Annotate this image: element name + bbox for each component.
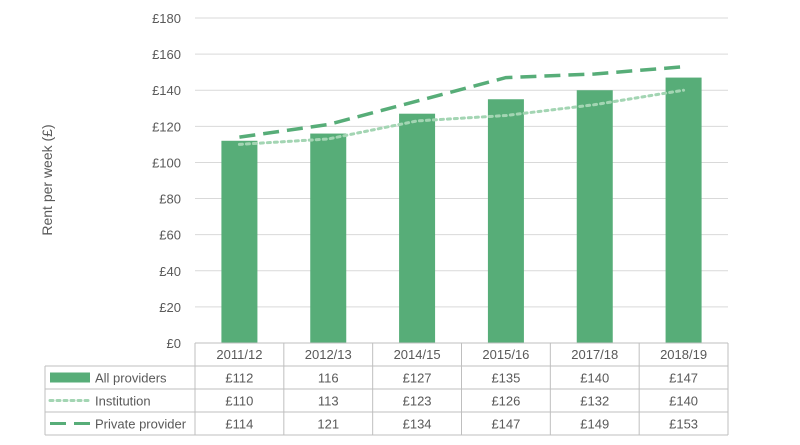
bar — [399, 113, 436, 343]
x-tick-label: 2015/16 — [482, 347, 529, 362]
legend-label: All providers — [95, 371, 167, 386]
bar — [310, 133, 347, 343]
y-tick-label: £40 — [159, 264, 181, 279]
x-tick-label: 2011/12 — [216, 347, 262, 362]
x-tick-label: 2012/13 — [305, 347, 352, 362]
y-axis-label: Rent per week (£) — [39, 124, 55, 235]
data-table: 2011/12 2012/13 2014/15 2015/16 2017/18 2018/… — [44, 342, 729, 436]
table-value: £126 — [491, 394, 520, 409]
y-tick-label: £180 — [152, 11, 181, 26]
table-value: £149 — [580, 417, 609, 432]
y-tick-label: £80 — [159, 192, 181, 207]
table-value: £114 — [225, 417, 253, 432]
table-value: £134 — [403, 417, 432, 432]
table-value: £135 — [491, 371, 520, 386]
table-value: £110 — [225, 394, 253, 409]
table-value: £140 — [580, 371, 609, 386]
x-tick-label: 2017/18 — [571, 347, 618, 362]
bar-series — [221, 77, 702, 343]
bar — [576, 90, 613, 343]
y-tick-label: £140 — [152, 83, 181, 98]
legend-key-bar — [50, 372, 90, 383]
table-value: £132 — [580, 394, 609, 409]
table-value: £153 — [669, 417, 698, 432]
table-value: £147 — [491, 417, 520, 432]
bar — [487, 99, 524, 343]
table-value: 121 — [317, 417, 339, 432]
table-value: 113 — [318, 394, 339, 409]
legend-label: Private provider — [95, 417, 187, 432]
bar — [221, 140, 258, 343]
table-value: 116 — [318, 371, 339, 386]
line-series — [237, 65, 686, 146]
x-tick-label: 2018/19 — [660, 347, 707, 362]
y-tick-label: £60 — [159, 228, 181, 243]
series-line — [239, 65, 684, 139]
bar — [665, 77, 702, 343]
y-axis-ticks: £0 £20 £40 £60 £80 £100 £120 £140 £160 £180 — [152, 11, 181, 351]
table-value: £112 — [225, 371, 253, 386]
y-tick-label: £20 — [159, 300, 181, 315]
y-tick-label: £120 — [152, 119, 181, 134]
table-value: £147 — [669, 371, 698, 386]
table-value: £140 — [669, 394, 698, 409]
series-line — [237, 88, 686, 146]
gridlines — [195, 17, 728, 308]
y-tick-label: £160 — [152, 47, 181, 62]
y-tick-label: £0 — [167, 336, 181, 351]
y-tick-label: £100 — [152, 155, 181, 170]
legend-label: Institution — [95, 394, 151, 409]
table-value: £127 — [403, 371, 432, 386]
table-value: £123 — [403, 394, 432, 409]
x-tick-label: 2014/15 — [394, 347, 441, 362]
